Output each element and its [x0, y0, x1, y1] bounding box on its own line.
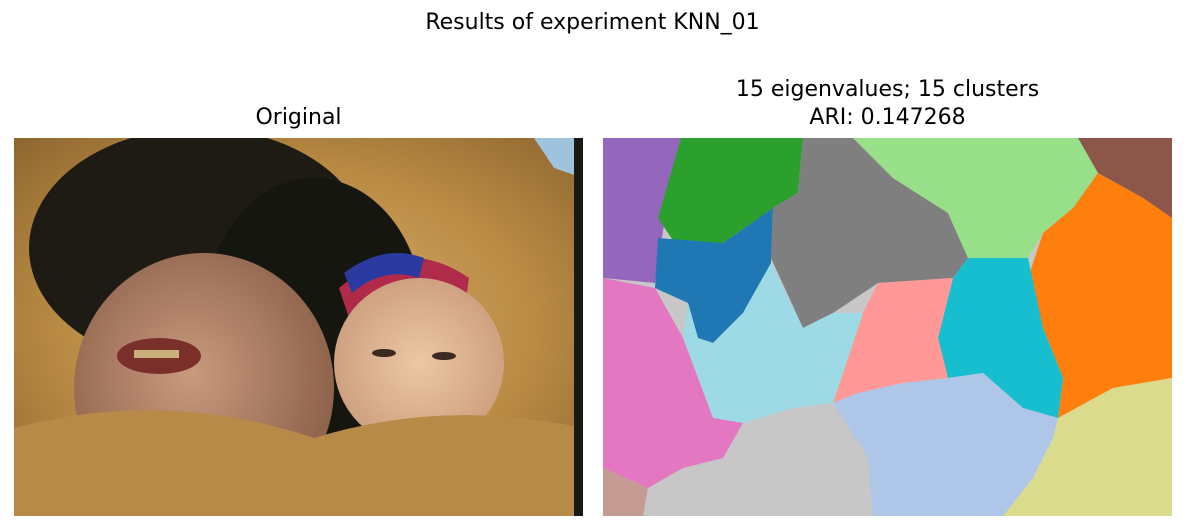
segment-light-blue [833, 373, 1058, 516]
segment-gray-dark [771, 138, 968, 328]
woman-teeth [134, 350, 179, 358]
baby-hat-band [344, 253, 424, 293]
right-border [574, 138, 583, 516]
segment-green [658, 138, 803, 248]
segment-orange [1028, 173, 1172, 418]
figure-suptitle: Results of experiment KNN_01 [425, 10, 760, 35]
baby-face [334, 278, 504, 448]
segment-olive [1003, 378, 1172, 516]
segment-purple [603, 138, 681, 283]
segmentation-image [603, 138, 1172, 516]
original-panel-title: Original [255, 105, 342, 130]
baby-eye-left [372, 349, 396, 357]
sky [534, 138, 583, 178]
segment-brown [1078, 138, 1172, 218]
segment-rose-brown [603, 468, 648, 516]
lower-fur [14, 410, 583, 516]
segmentation-title-line1: 15 eigenvalues; 15 clusters [735, 77, 1040, 102]
segmentation-title-line2: ARI: 0.147268 [809, 105, 966, 130]
segmentation-panel-title: 15 eigenvalues; 15 clusters ARI: 0.14726… [603, 76, 1172, 132]
segment-pink-salmon [833, 278, 953, 403]
segment-light-green [853, 138, 1098, 258]
segment-blue [655, 208, 773, 343]
segment-light-cyan [683, 263, 863, 423]
baby-eye-right [432, 352, 456, 360]
segment-cyan [938, 258, 1063, 418]
original-image [14, 138, 583, 516]
segment-pink [603, 278, 743, 488]
